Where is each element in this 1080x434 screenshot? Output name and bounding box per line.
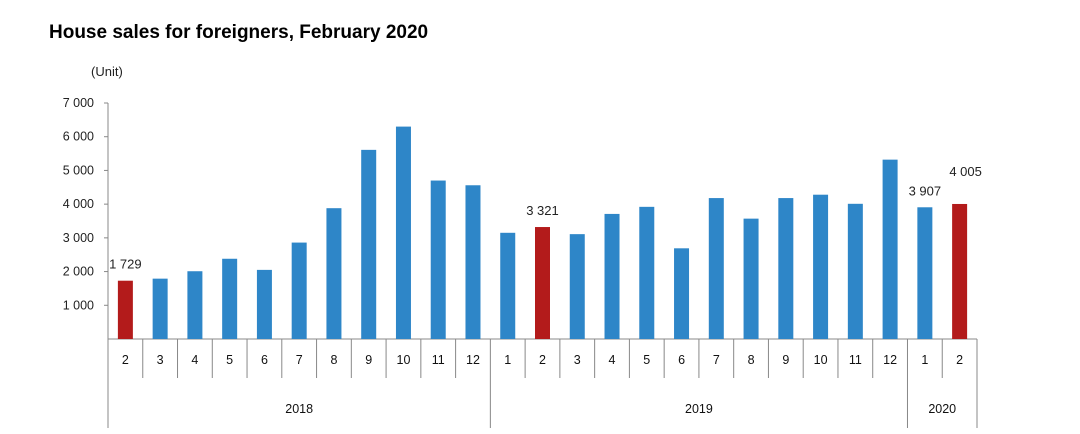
x-tick-label: 11 <box>849 353 862 367</box>
x-tick-label: 8 <box>330 353 337 367</box>
x-tick-label: 5 <box>226 353 233 367</box>
bar <box>569 234 585 339</box>
data-label: 4 005 <box>949 164 982 179</box>
x-tick-label: 2 <box>956 353 963 367</box>
x-tick-label: 2 <box>539 353 546 367</box>
bar <box>256 269 272 339</box>
bar <box>465 185 481 339</box>
y-tick-label: 2 000 <box>63 265 94 279</box>
bar <box>743 218 759 339</box>
bar <box>395 126 411 339</box>
x-tick-label: 6 <box>261 353 268 367</box>
x-tick-label: 7 <box>713 353 720 367</box>
x-tick-label: 1 <box>921 353 928 367</box>
y-tick-label: 7 000 <box>63 96 94 110</box>
x-tick-label: 12 <box>883 353 897 367</box>
bar <box>152 278 168 339</box>
x-tick-label: 8 <box>748 353 755 367</box>
y-tick-label: 5 000 <box>63 163 94 177</box>
y-tick-label: 6 000 <box>63 130 94 144</box>
bar <box>882 159 898 339</box>
x-tick-label: 5 <box>643 353 650 367</box>
bar <box>222 258 238 339</box>
bar <box>952 203 968 339</box>
bar <box>430 180 446 339</box>
bar <box>847 203 863 339</box>
x-tick-label: 11 <box>432 353 445 367</box>
bar <box>326 208 342 339</box>
y-tick-label: 3 000 <box>63 231 94 245</box>
bar <box>361 149 377 339</box>
chart-title: House sales for foreigners, February 202… <box>49 22 429 43</box>
x-tick-label: 2 <box>122 353 129 367</box>
bar <box>604 213 620 339</box>
bar <box>639 206 655 339</box>
bar <box>535 227 550 339</box>
bar <box>917 207 933 339</box>
x-tick-label: 9 <box>365 353 372 367</box>
bar <box>778 198 794 339</box>
bar <box>117 280 133 339</box>
bar <box>187 271 203 339</box>
x-tick-label: 12 <box>466 353 480 367</box>
year-group-label: 2019 <box>685 402 713 416</box>
x-tick-label: 3 <box>157 353 164 367</box>
x-tick-label: 1 <box>504 353 511 367</box>
x-tick-label: 10 <box>397 353 411 367</box>
x-tick-label: 10 <box>814 353 828 367</box>
year-group-label: 2020 <box>928 402 956 416</box>
x-tick-label: 4 <box>609 353 616 367</box>
data-label: 3 907 <box>909 183 942 198</box>
bar <box>813 194 829 339</box>
year-group-label: 2018 <box>285 402 313 416</box>
x-tick-label: 9 <box>782 353 789 367</box>
x-tick-label: 4 <box>191 353 198 367</box>
y-axis-label: (Unit) <box>91 64 123 79</box>
bar <box>708 198 724 339</box>
data-label: 1 729 <box>109 257 142 272</box>
x-tick-label: 6 <box>678 353 685 367</box>
bar <box>500 232 516 339</box>
y-tick-label: 1 000 <box>63 298 94 312</box>
bar <box>674 248 690 339</box>
x-tick-label: 3 <box>574 353 581 367</box>
x-tick-label: 7 <box>296 353 303 367</box>
data-label: 3 321 <box>526 203 559 218</box>
bar <box>291 242 307 339</box>
y-tick-label: 4 000 <box>63 197 94 211</box>
